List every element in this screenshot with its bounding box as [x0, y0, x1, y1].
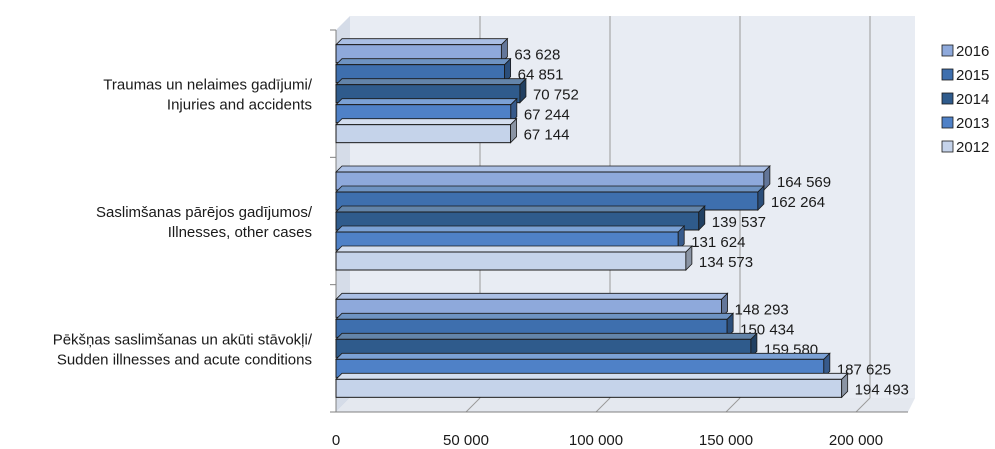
bar [335, 245, 693, 271]
bar-front-face [335, 251, 687, 271]
legend-swatch [941, 44, 954, 57]
bar [335, 205, 706, 231]
data-label: 164 569 [777, 174, 831, 191]
legend-label: 2015 [956, 67, 989, 84]
bar-top-face [335, 38, 509, 46]
data-label: 67 144 [524, 127, 570, 144]
legend-swatch [941, 116, 954, 129]
category-label-line: Sudden illnesses and acute conditions [57, 351, 312, 368]
bar [335, 97, 518, 124]
data-label: 64 851 [518, 67, 564, 84]
data-label: 70 752 [533, 87, 579, 104]
category-label-line: Pēkšņas saslimšanas un akūti stāvokļi/ [53, 331, 313, 348]
bar-side-face [510, 117, 517, 144]
gridline-floor [595, 397, 611, 413]
data-label: 187 625 [837, 361, 891, 378]
bar-side-face [685, 245, 693, 271]
bar-top-face [335, 372, 849, 380]
legend-label: 2014 [956, 91, 989, 108]
bar [335, 165, 771, 191]
category-label-line: Illnesses, other cases [168, 224, 312, 241]
bar-top-face [335, 292, 729, 300]
bar-front-face [335, 378, 843, 398]
data-label: 148 293 [735, 301, 789, 318]
bar [335, 332, 758, 359]
legend-swatch [941, 68, 954, 81]
bar-top-face [335, 352, 831, 360]
bar [335, 117, 518, 144]
bar-side-face [750, 332, 758, 359]
gridline-floor [725, 397, 741, 413]
legend-label: 2016 [956, 43, 989, 60]
bar [335, 352, 831, 379]
data-label: 67 244 [524, 107, 570, 124]
gridline-floor [855, 397, 871, 413]
bar [335, 77, 527, 104]
bar-top-face [335, 225, 686, 233]
bar-side-face [721, 292, 728, 319]
legend-swatch [941, 92, 954, 105]
bar [335, 37, 509, 64]
category-label-line: Traumas un nelaimes gadījumi/ [103, 77, 313, 94]
bar-side-face [726, 312, 734, 339]
bar [335, 292, 729, 319]
data-label: 131 624 [691, 234, 745, 251]
bar-side-face [841, 372, 849, 399]
data-label: 139 537 [712, 214, 766, 231]
bar-side-face [763, 165, 771, 191]
x-tick-label: 0 [332, 432, 340, 449]
category-label: Saslimšanas pārējos gadījumos/Illnesses,… [96, 204, 313, 241]
gridline-floor [465, 397, 481, 413]
bar-top-face [335, 245, 693, 253]
data-label: 194 493 [855, 381, 909, 398]
data-label: 63 628 [514, 47, 560, 64]
bar-top-face [335, 185, 765, 193]
bar [335, 57, 512, 84]
bar-side-face [519, 77, 527, 104]
bar-top-face [335, 118, 518, 126]
category-label-line: Injuries and accidents [167, 97, 312, 114]
x-tick-label: 50 000 [443, 432, 489, 449]
data-label: 134 573 [699, 254, 753, 271]
bar-top-face [335, 98, 518, 106]
bar-top-face [335, 332, 758, 340]
legend-label: 2013 [956, 115, 989, 132]
bar-top-face [335, 165, 771, 173]
legend-swatch [941, 140, 954, 153]
x-tick-label: 200 000 [829, 432, 883, 449]
bar-front-face [335, 124, 512, 144]
bar-top-face [335, 58, 512, 66]
bar [335, 372, 849, 399]
bar-side-face [510, 97, 518, 124]
data-label: 162 264 [771, 194, 825, 211]
bar-side-face [823, 352, 831, 379]
bar-top-face [335, 312, 735, 320]
bar-top-face [335, 205, 706, 213]
bar [335, 312, 735, 339]
category-label-line: Saslimšanas pārējos gadījumos/ [96, 204, 313, 221]
x-tick-label: 150 000 [699, 432, 753, 449]
category-label: Traumas un nelaimes gadījumi/Injuries an… [103, 77, 313, 114]
bar-side-face [698, 205, 706, 231]
bar-side-face [504, 57, 512, 84]
bar-side-face [757, 185, 765, 211]
bar-side-face [501, 37, 508, 64]
bar-top-face [335, 78, 527, 86]
bar [335, 225, 686, 251]
x-tick-label: 100 000 [569, 432, 623, 449]
legend-label: 2012 [956, 139, 989, 156]
category-label: Pēkšņas saslimšanas un akūti stāvokļi/Su… [53, 331, 313, 368]
bar-side-face [677, 225, 685, 251]
plot-floor [336, 398, 915, 412]
